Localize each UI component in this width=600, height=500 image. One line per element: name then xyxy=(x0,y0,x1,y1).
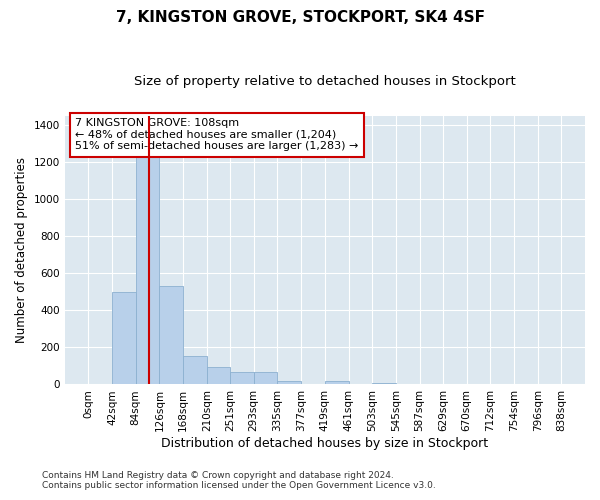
Text: 7, KINGSTON GROVE, STOCKPORT, SK4 4SF: 7, KINGSTON GROVE, STOCKPORT, SK4 4SF xyxy=(115,10,485,25)
Bar xyxy=(160,286,183,384)
Bar xyxy=(277,381,301,384)
Bar xyxy=(183,356,207,384)
Title: Size of property relative to detached houses in Stockport: Size of property relative to detached ho… xyxy=(134,75,516,88)
Bar xyxy=(136,154,160,384)
Bar xyxy=(112,292,136,384)
Bar xyxy=(372,383,396,384)
X-axis label: Distribution of detached houses by size in Stockport: Distribution of detached houses by size … xyxy=(161,437,488,450)
Bar xyxy=(254,372,277,384)
Bar xyxy=(325,381,349,384)
Text: 7 KINGSTON GROVE: 108sqm
← 48% of detached houses are smaller (1,204)
51% of sem: 7 KINGSTON GROVE: 108sqm ← 48% of detach… xyxy=(75,118,358,152)
Y-axis label: Number of detached properties: Number of detached properties xyxy=(15,157,28,343)
Bar xyxy=(207,367,230,384)
Bar xyxy=(230,372,254,384)
Text: Contains HM Land Registry data © Crown copyright and database right 2024.
Contai: Contains HM Land Registry data © Crown c… xyxy=(42,470,436,490)
